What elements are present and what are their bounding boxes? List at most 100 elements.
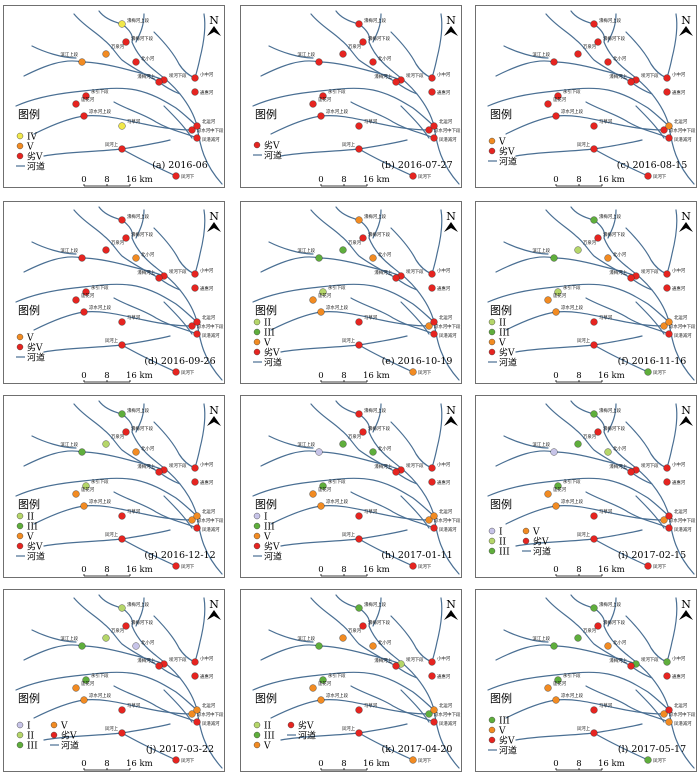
station-label: 凤河上 bbox=[577, 531, 591, 538]
station-label: 小中河 bbox=[437, 655, 451, 662]
station-label: 濠梅河上段 bbox=[364, 407, 387, 414]
river-line bbox=[585, 297, 670, 335]
legend-title: 图例 bbox=[18, 303, 40, 317]
legend-label: 劣V bbox=[27, 342, 43, 354]
station-marker bbox=[392, 662, 400, 670]
scale-tick-label: 16 km bbox=[126, 371, 153, 381]
station-label: 凤港减河 bbox=[202, 526, 220, 533]
legend-title: 图例 bbox=[18, 691, 40, 705]
legend-label: 河道 bbox=[27, 352, 45, 364]
legend-swatch bbox=[522, 537, 530, 545]
legend-title: 图例 bbox=[255, 691, 277, 705]
station-label: 通惠河 bbox=[672, 479, 686, 486]
station-label: 凤河下 bbox=[181, 173, 195, 180]
legend-swatch bbox=[16, 721, 24, 729]
map-panel: N 濠梅河上段 滨江上段 万泉河 濠梅河下段 北小河 坝河下段 小中河 凉水河中下段 通惠河 濠梅河… bbox=[3, 201, 225, 384]
scale-tick-label: 16 km bbox=[598, 565, 625, 575]
river-line bbox=[268, 45, 314, 59]
river-line bbox=[625, 227, 668, 275]
station-marker bbox=[660, 126, 668, 134]
station-label: 凤河上 bbox=[342, 141, 356, 148]
scale-tick-label: 0 bbox=[318, 565, 323, 575]
river-line bbox=[666, 597, 678, 663]
river-line bbox=[593, 732, 649, 761]
panel-caption: (g) 2016-12-12 bbox=[144, 550, 215, 561]
scale-tick-label: 8 bbox=[341, 175, 346, 185]
station-label: 濠梅河下段 bbox=[603, 425, 626, 432]
legend-label: 河道 bbox=[264, 551, 282, 563]
station-marker bbox=[594, 38, 602, 46]
station-marker bbox=[544, 490, 552, 498]
station-label: 北运河 bbox=[439, 314, 453, 321]
river-line bbox=[153, 31, 196, 79]
scale-bar: 0 8 16 km bbox=[553, 759, 625, 771]
station-label: 濠梅河下段 bbox=[368, 231, 391, 238]
station-label: 北运河 bbox=[439, 118, 453, 125]
river-line bbox=[503, 241, 549, 255]
river-line bbox=[310, 597, 418, 679]
station-marker bbox=[359, 428, 367, 436]
station-label: 凉水河中下段 bbox=[197, 127, 224, 134]
river-line bbox=[31, 629, 77, 643]
legend-item: 河道 bbox=[253, 150, 282, 162]
station-marker bbox=[369, 642, 377, 650]
station-label: 莲花河 bbox=[553, 292, 567, 299]
river-line bbox=[15, 87, 198, 127]
station-marker bbox=[72, 684, 80, 692]
legend-label: II bbox=[264, 722, 272, 732]
station-label: 小中河 bbox=[200, 461, 214, 468]
scale-tick-label: 16 km bbox=[126, 175, 153, 185]
legend-item: 劣V bbox=[522, 536, 549, 548]
station-marker bbox=[409, 368, 417, 376]
legend-item: V bbox=[16, 334, 34, 344]
station-label: 永引下段 bbox=[328, 478, 346, 485]
station-marker bbox=[118, 122, 126, 130]
river-line bbox=[350, 685, 435, 723]
legend-item: 河道 bbox=[253, 357, 282, 369]
legend-swatch bbox=[488, 147, 496, 155]
legend-swatch bbox=[253, 532, 261, 540]
station-label: 凤港减河 bbox=[202, 720, 220, 727]
station-marker bbox=[425, 710, 433, 718]
legend-label: I bbox=[27, 722, 31, 732]
river-line bbox=[666, 403, 678, 469]
station-label: 坝河下段 bbox=[169, 656, 187, 663]
legend-item: III bbox=[16, 742, 38, 752]
station-marker bbox=[315, 58, 323, 66]
station-label: 小中河 bbox=[437, 71, 451, 78]
station-label: 滨江上段 bbox=[60, 441, 78, 448]
river-line bbox=[505, 505, 665, 525]
scale-tick-label: 16 km bbox=[363, 759, 390, 769]
station-label: 永引下段 bbox=[563, 88, 581, 95]
river-line bbox=[113, 491, 198, 529]
river-line bbox=[431, 209, 443, 275]
river-line bbox=[121, 538, 177, 567]
north-arrow-icon: N bbox=[207, 210, 221, 232]
legend-label: III bbox=[264, 329, 275, 339]
station-marker bbox=[172, 562, 180, 570]
legend-item: IV bbox=[16, 133, 38, 143]
river-line bbox=[431, 13, 443, 79]
river-line bbox=[390, 227, 433, 275]
river-line bbox=[635, 495, 665, 529]
scale-tick-label: 0 bbox=[318, 371, 323, 381]
river-network bbox=[487, 400, 695, 575]
river-network bbox=[252, 594, 460, 769]
station-label: 小中河 bbox=[672, 461, 686, 468]
station-label: 凤港减河 bbox=[674, 526, 692, 533]
panel-caption: (i) 2017-02-15 bbox=[618, 550, 686, 561]
station-label: 通惠河 bbox=[200, 673, 214, 680]
station-label: 莲花河 bbox=[81, 486, 95, 493]
scale-bar: 0 8 16 km bbox=[81, 371, 153, 383]
station-label: 小中河 bbox=[672, 655, 686, 662]
river-line bbox=[495, 256, 637, 277]
scale-tick-label: 8 bbox=[341, 759, 346, 769]
legend-label: III bbox=[27, 523, 38, 533]
legend-label: V bbox=[60, 722, 68, 732]
legend-swatch bbox=[253, 741, 261, 749]
station-label: 濠梅河上段 bbox=[599, 17, 622, 24]
river-line bbox=[163, 689, 193, 723]
station-label: 万泉河 bbox=[583, 43, 597, 50]
